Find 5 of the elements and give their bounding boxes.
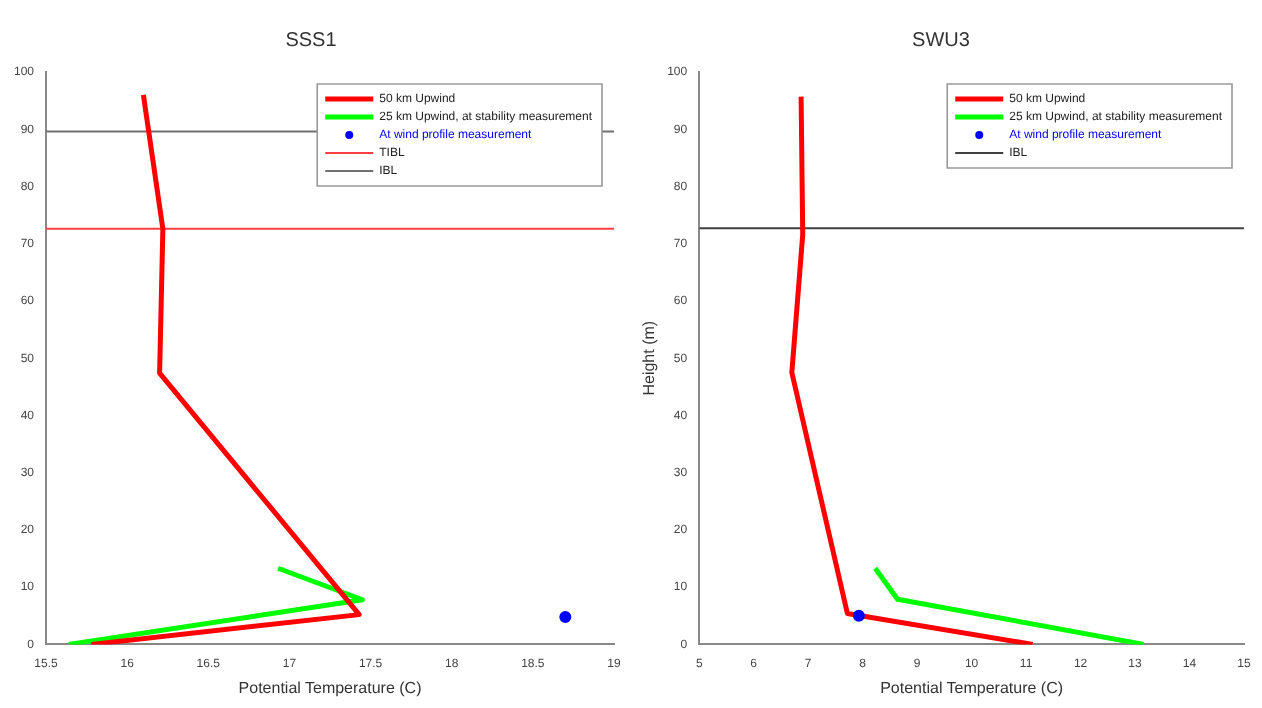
x-axis-title: Potential Temperature (C): [238, 678, 423, 697]
chart-title: SSS1: [285, 29, 338, 52]
x-axis-title: Potential Temperature (C): [880, 678, 1064, 697]
chart-title: SWU3: [912, 29, 971, 52]
y-axis-title: Height (m): [640, 320, 659, 396]
